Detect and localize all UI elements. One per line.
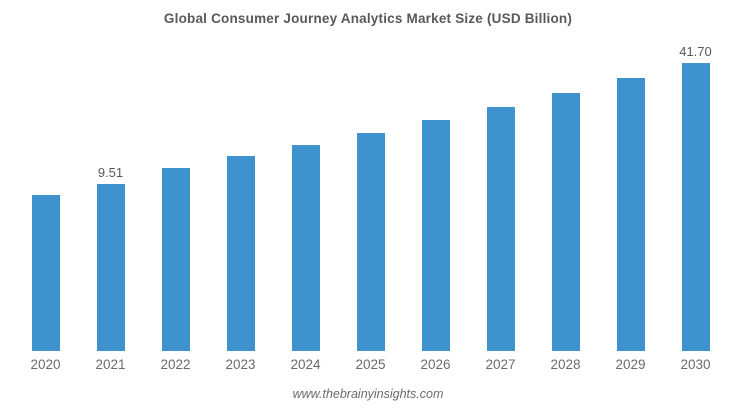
- bar-2020: [31, 195, 60, 351]
- bar-column-2024: [273, 0, 338, 351]
- x-tick-2021: 2021: [95, 357, 126, 372]
- bar-column-2026: [403, 0, 468, 351]
- x-tick-2028: 2028: [550, 357, 581, 372]
- bar-2023: [226, 156, 255, 351]
- bar-value-label-2021: 9.51: [97, 165, 124, 180]
- x-tick-2025: 2025: [355, 357, 386, 372]
- x-axis-tick-row: 2020 2021 2022 2023 2024 2025 2026 2027 2028 2029…: [13, 357, 728, 372]
- bar-column-2023: [208, 0, 273, 351]
- bar-column-2021: 9.51: [78, 0, 143, 351]
- bar-2024: [291, 145, 320, 351]
- x-tick-2029: 2029: [615, 357, 646, 372]
- bar-2030: [681, 63, 710, 351]
- x-tick-2023: 2023: [225, 357, 256, 372]
- x-tick-2027: 2027: [485, 357, 516, 372]
- bar-column-2028: [533, 0, 598, 351]
- bar-column-2027: [468, 0, 533, 351]
- bar-2026: [421, 120, 450, 351]
- bar-chart-plot-area: 9.51 41.70: [13, 0, 728, 351]
- bar-2027: [486, 107, 515, 351]
- bar-2025: [356, 133, 385, 351]
- watermark-text: www.thebrainyinsights.com: [292, 387, 444, 401]
- bar-column-2022: [143, 0, 208, 351]
- bar-2029: [616, 78, 645, 351]
- bar-column-2029: [598, 0, 663, 351]
- bar-column-2025: [338, 0, 403, 351]
- x-tick-2022: 2022: [160, 357, 191, 372]
- bar-column-2020: [13, 0, 78, 351]
- x-tick-2026: 2026: [420, 357, 451, 372]
- x-tick-2030: 2030: [680, 357, 711, 372]
- x-tick-2024: 2024: [290, 357, 321, 372]
- chart-title: Global Consumer Journey Analytics Market…: [163, 11, 573, 26]
- bar-2028: [551, 93, 580, 351]
- bar-2022: [161, 168, 190, 351]
- x-tick-2020: 2020: [30, 357, 61, 372]
- bar-2021: [96, 184, 125, 351]
- bar-value-label-2030: 41.70: [679, 44, 712, 59]
- bar-column-2030: 41.70: [663, 0, 728, 351]
